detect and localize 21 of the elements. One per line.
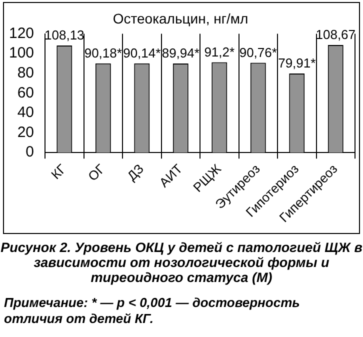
x-tick-label: ОГ — [85, 161, 108, 184]
data-label: 91,2* — [204, 44, 235, 60]
text: Примечание: * — p < 0,001 — достоверность отличия от детей КГ. — [4, 295, 301, 327]
data-label: 90,76* — [239, 44, 277, 60]
chart-title: Остеокальцин, нг/мл — [112, 10, 248, 26]
text: Рисунок 2. Уровень ОКЦ у детей с патологией ЩЖ в зависимости от нозологической формы и тиреоидного статуса (М) — [0, 240, 363, 285]
y-tick-label: 0 — [26, 144, 34, 161]
data-label: 79,91* — [278, 56, 316, 71]
data-label: 90,18* — [84, 45, 122, 60]
data-label: 108,13 — [44, 28, 84, 43]
y-tick-label: 120 — [8, 24, 34, 42]
y-tick-label: 60 — [17, 84, 34, 102]
data-label: 89,94* — [162, 46, 200, 61]
x-tick-label: КГ — [48, 161, 70, 182]
data-label: 90,14* — [123, 45, 161, 60]
y-tick-label: 100 — [8, 44, 34, 62]
y-tick-label: 20 — [17, 124, 34, 141]
y-tick-label: 40 — [17, 104, 34, 122]
data-label: 108,67 — [316, 27, 356, 42]
x-tick-label: ДЗ — [124, 161, 147, 184]
y-tick-label: 80 — [17, 64, 34, 82]
